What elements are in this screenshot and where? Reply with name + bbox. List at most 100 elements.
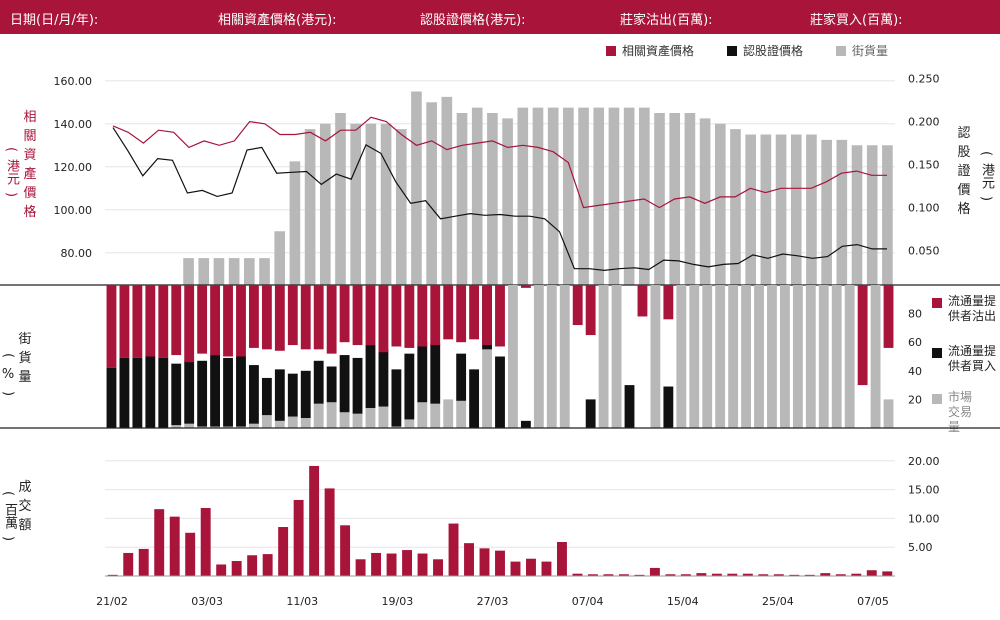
mm-buy-bar xyxy=(624,385,635,428)
mm-buy-bar xyxy=(365,345,376,408)
legend-volume-text: 街貨量 xyxy=(852,44,889,58)
turnover-bar xyxy=(665,574,676,576)
mm-buy-bar xyxy=(520,420,531,428)
warrant-price-line xyxy=(112,127,887,272)
side-legend-buy-swatch xyxy=(932,348,942,358)
mm-buy-bar xyxy=(352,357,363,414)
rt-c2: 證 xyxy=(957,164,971,179)
mm-buy-bar xyxy=(236,356,246,427)
market-volume-bar xyxy=(779,285,790,428)
mm-sell-bar xyxy=(261,285,272,350)
outstanding-volume-bar xyxy=(699,118,711,285)
outstanding-volume-bar xyxy=(730,129,741,285)
mm-sell-bar xyxy=(663,285,674,320)
market-volume-bar xyxy=(391,426,402,428)
middle-axis-unit: (%) xyxy=(0,352,16,397)
market-volume-bar xyxy=(313,403,324,428)
turnover-bar xyxy=(433,559,443,576)
turnover-bar xyxy=(169,516,180,576)
mm-sell-bar xyxy=(637,285,648,317)
bottom-unit-text: 百萬 xyxy=(2,503,17,529)
mm-sell-bar xyxy=(249,285,259,348)
outstanding-volume-bar xyxy=(502,118,513,285)
mm-sell-bar xyxy=(197,285,208,354)
market-volume-bar xyxy=(261,415,272,428)
turnover-bar xyxy=(851,573,862,576)
market-volume-bar xyxy=(184,423,195,428)
mm-sell-bar xyxy=(585,285,596,336)
turnover-bar xyxy=(526,558,536,576)
mm-sell-bar xyxy=(404,285,415,348)
market-volume-bar xyxy=(805,285,816,428)
x-tick-label: 15/04 xyxy=(667,595,699,608)
market-volume-bar xyxy=(818,285,829,428)
mm-sell-bar xyxy=(572,285,583,326)
outstanding-volume-bar xyxy=(532,107,544,285)
date-label: 日期(日/月/年): xyxy=(10,13,99,28)
legend-swatch-underlying xyxy=(606,46,616,56)
market-volume-bar xyxy=(300,417,311,428)
rt-c4: 格 xyxy=(957,202,971,217)
mm-buy-label: 莊家買入(百萬): xyxy=(810,13,903,28)
mm-sell-bar xyxy=(171,285,182,356)
market-volume-bar xyxy=(831,285,842,428)
mm-sell-bar xyxy=(430,285,441,346)
mm-sell-bar xyxy=(365,285,376,346)
market-volume-bar xyxy=(844,285,855,428)
bottom-axis-title: 成 交 額 xyxy=(16,478,34,535)
mm-buy-bar xyxy=(456,353,467,401)
mm-sell-bar xyxy=(857,285,868,386)
turnover-bar xyxy=(557,542,567,576)
mm-sell-bar xyxy=(469,285,480,340)
outstanding-volume-bar xyxy=(335,113,346,285)
turnover-bar xyxy=(696,573,707,576)
market-volume-bar xyxy=(210,426,221,428)
mm-sell-bar xyxy=(145,285,156,357)
market-volume-bar xyxy=(249,423,259,428)
market-volume-bar xyxy=(378,406,389,428)
turnover-bar xyxy=(680,574,691,576)
mm-buy-bar xyxy=(469,369,480,428)
bl-c0: 成 xyxy=(18,480,32,495)
turnover-bar xyxy=(634,574,645,576)
market-volume-bar xyxy=(508,285,518,428)
bl-c2: 額 xyxy=(18,518,32,533)
x-tick-label: 07/05 xyxy=(857,595,889,608)
x-tick-label: 21/02 xyxy=(96,595,128,608)
mm-buy-bar xyxy=(495,356,505,428)
turnover-bar xyxy=(247,555,258,576)
mm-sell-bar xyxy=(274,285,285,351)
turnover-bar xyxy=(603,574,614,576)
outstanding-volume-bar xyxy=(319,123,331,285)
turnover-bar xyxy=(789,574,800,576)
right-top-unit-text: 港元 xyxy=(979,163,994,189)
turnover-bar xyxy=(293,499,304,576)
legend-underlying-text: 相關資產價格 xyxy=(622,44,695,58)
turnover-tick-label: 15.00 xyxy=(908,484,940,497)
outstanding-volume-bar xyxy=(183,258,194,285)
turnover-bar xyxy=(835,574,846,576)
market-volume-bar xyxy=(326,402,337,428)
market-volume-bar xyxy=(236,426,246,428)
turnover-bar xyxy=(355,559,366,576)
outstanding-volume-bar xyxy=(380,123,392,285)
mm-buy-bar xyxy=(197,360,208,427)
turnover-bar xyxy=(804,574,815,576)
market-volume-bar xyxy=(611,285,622,428)
outstanding-volume-bar xyxy=(426,102,437,285)
mm-buy-bar xyxy=(404,353,415,420)
outstanding-volume-bar xyxy=(304,129,316,285)
outstanding-volume-bar xyxy=(836,139,848,285)
market-volume-bar xyxy=(171,425,182,428)
x-tick-label: 07/04 xyxy=(572,595,604,608)
mm-buy-bar xyxy=(417,342,428,403)
mm-buy-bar xyxy=(210,355,221,427)
outstanding-volume-bar xyxy=(213,258,225,285)
left-top-axis-unit: (港元) xyxy=(3,146,20,198)
market-volume-bar xyxy=(650,285,661,428)
mm-sell-bar xyxy=(482,285,492,346)
price-left-tick-label: 80.00 xyxy=(61,247,93,260)
rt-c3: 價 xyxy=(957,183,971,198)
side-legend-sell-text: 流通量提供者沽出 xyxy=(948,294,1000,324)
x-tick-label: 25/04 xyxy=(762,595,794,608)
